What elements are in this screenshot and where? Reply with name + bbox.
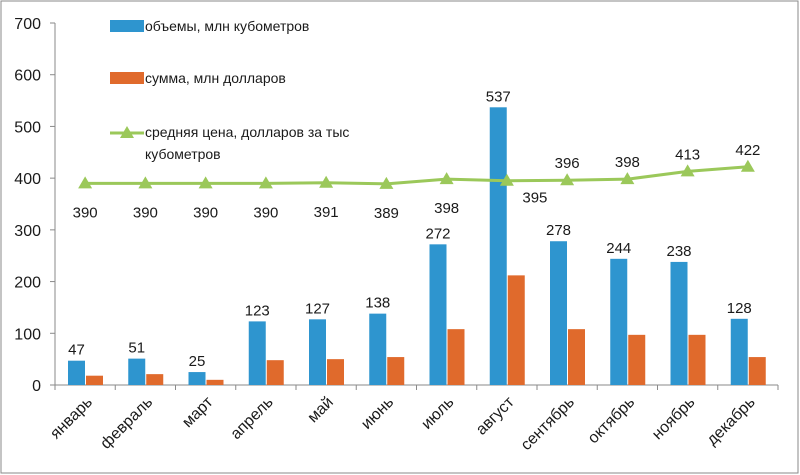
bar-amount bbox=[206, 379, 224, 385]
data-label-volume: 51 bbox=[128, 340, 145, 357]
data-label-price: 395 bbox=[522, 190, 547, 207]
bar-volume bbox=[730, 318, 748, 385]
marker-price bbox=[560, 173, 575, 186]
bar-amount bbox=[507, 275, 525, 385]
legend-label-amount: сумма, млн долларов bbox=[145, 70, 286, 86]
data-label-volume: 123 bbox=[245, 302, 270, 319]
y-tick-label: 200 bbox=[14, 275, 41, 292]
marker-price bbox=[78, 176, 93, 189]
data-label-volume: 537 bbox=[486, 88, 511, 105]
marker-price bbox=[439, 172, 454, 185]
y-tick-label: 100 bbox=[14, 326, 41, 343]
data-labels-group: 47 51 25 123 127 138 272 537 278 244 238 128 390 390 3… bbox=[68, 88, 760, 370]
bar-amount bbox=[748, 357, 766, 385]
data-label-volume: 278 bbox=[546, 222, 571, 239]
marker-price bbox=[319, 175, 334, 188]
bar-series-group bbox=[68, 107, 766, 386]
bar-volume bbox=[248, 321, 266, 385]
bar-volume bbox=[68, 360, 85, 385]
data-label-price: 390 bbox=[253, 204, 278, 221]
y-axis: 0 100 200 300 400 500 600 700 bbox=[14, 16, 56, 395]
bar-volume bbox=[429, 244, 447, 385]
data-label-price: 389 bbox=[374, 205, 399, 222]
data-label-volume: 138 bbox=[365, 295, 390, 312]
line-series-group bbox=[78, 159, 755, 189]
data-label-volume: 25 bbox=[189, 353, 206, 370]
legend-marker-price bbox=[120, 126, 134, 138]
bar-amount bbox=[387, 357, 405, 385]
y-tick-label: 500 bbox=[14, 119, 41, 136]
bar-amount bbox=[568, 329, 585, 385]
bar-volume bbox=[309, 319, 326, 385]
marker-price bbox=[258, 176, 273, 189]
marker-price bbox=[740, 159, 755, 172]
y-tick-label: 400 bbox=[14, 171, 41, 188]
data-label-volume: 128 bbox=[727, 300, 752, 317]
bar-volume bbox=[128, 358, 146, 385]
bar-amount bbox=[688, 334, 706, 385]
data-label-price: 413 bbox=[675, 146, 700, 163]
bar-volume bbox=[670, 261, 688, 385]
data-label-price: 422 bbox=[735, 142, 760, 159]
legend-swatch-amount bbox=[110, 72, 144, 84]
data-label-volume: 238 bbox=[666, 243, 691, 260]
bar-amount bbox=[447, 329, 465, 385]
marker-price bbox=[680, 164, 695, 177]
legend-label-price-line2: кубометров bbox=[145, 146, 221, 162]
line-price bbox=[85, 165, 748, 186]
data-label-price: 391 bbox=[314, 204, 339, 221]
bar-volume bbox=[369, 313, 387, 385]
data-label-price: 390 bbox=[193, 204, 218, 221]
data-label-price: 398 bbox=[615, 154, 640, 171]
marker-price bbox=[620, 172, 635, 185]
data-label-volume: 244 bbox=[606, 240, 631, 257]
bar-amount bbox=[628, 334, 646, 385]
data-label-price: 390 bbox=[73, 204, 98, 221]
bar-amount bbox=[266, 360, 284, 385]
marker-price bbox=[198, 176, 213, 189]
data-label-volume: 272 bbox=[425, 225, 450, 242]
bar-volume bbox=[610, 258, 628, 385]
y-tick-label: 700 bbox=[14, 16, 41, 33]
marker-price bbox=[499, 173, 514, 186]
bar-volume bbox=[550, 241, 567, 385]
bar-amount bbox=[146, 374, 164, 385]
legend-label-volume: объемы, млн кубометров bbox=[145, 18, 309, 34]
legend: объемы, млн кубометров сумма, млн долларо… bbox=[110, 18, 349, 162]
y-tick-label: 600 bbox=[14, 68, 41, 85]
legend-label-price-line1: средняя цена, долларов за тыс bbox=[145, 124, 349, 140]
bar-amount bbox=[86, 375, 103, 385]
data-label-volume: 127 bbox=[305, 300, 330, 317]
bar-volume bbox=[489, 107, 507, 386]
bar-volume bbox=[188, 372, 206, 385]
data-label-volume: 47 bbox=[68, 342, 85, 359]
marker-price bbox=[379, 176, 394, 189]
bar-amount bbox=[327, 359, 344, 385]
marker-price bbox=[138, 176, 153, 189]
data-label-price: 390 bbox=[133, 204, 158, 221]
data-label-price: 398 bbox=[434, 200, 459, 217]
y-tick-label: 300 bbox=[14, 223, 41, 240]
data-label-price: 396 bbox=[555, 155, 580, 172]
legend-swatch-volume bbox=[110, 20, 144, 32]
y-tick-label: 0 bbox=[32, 378, 41, 395]
